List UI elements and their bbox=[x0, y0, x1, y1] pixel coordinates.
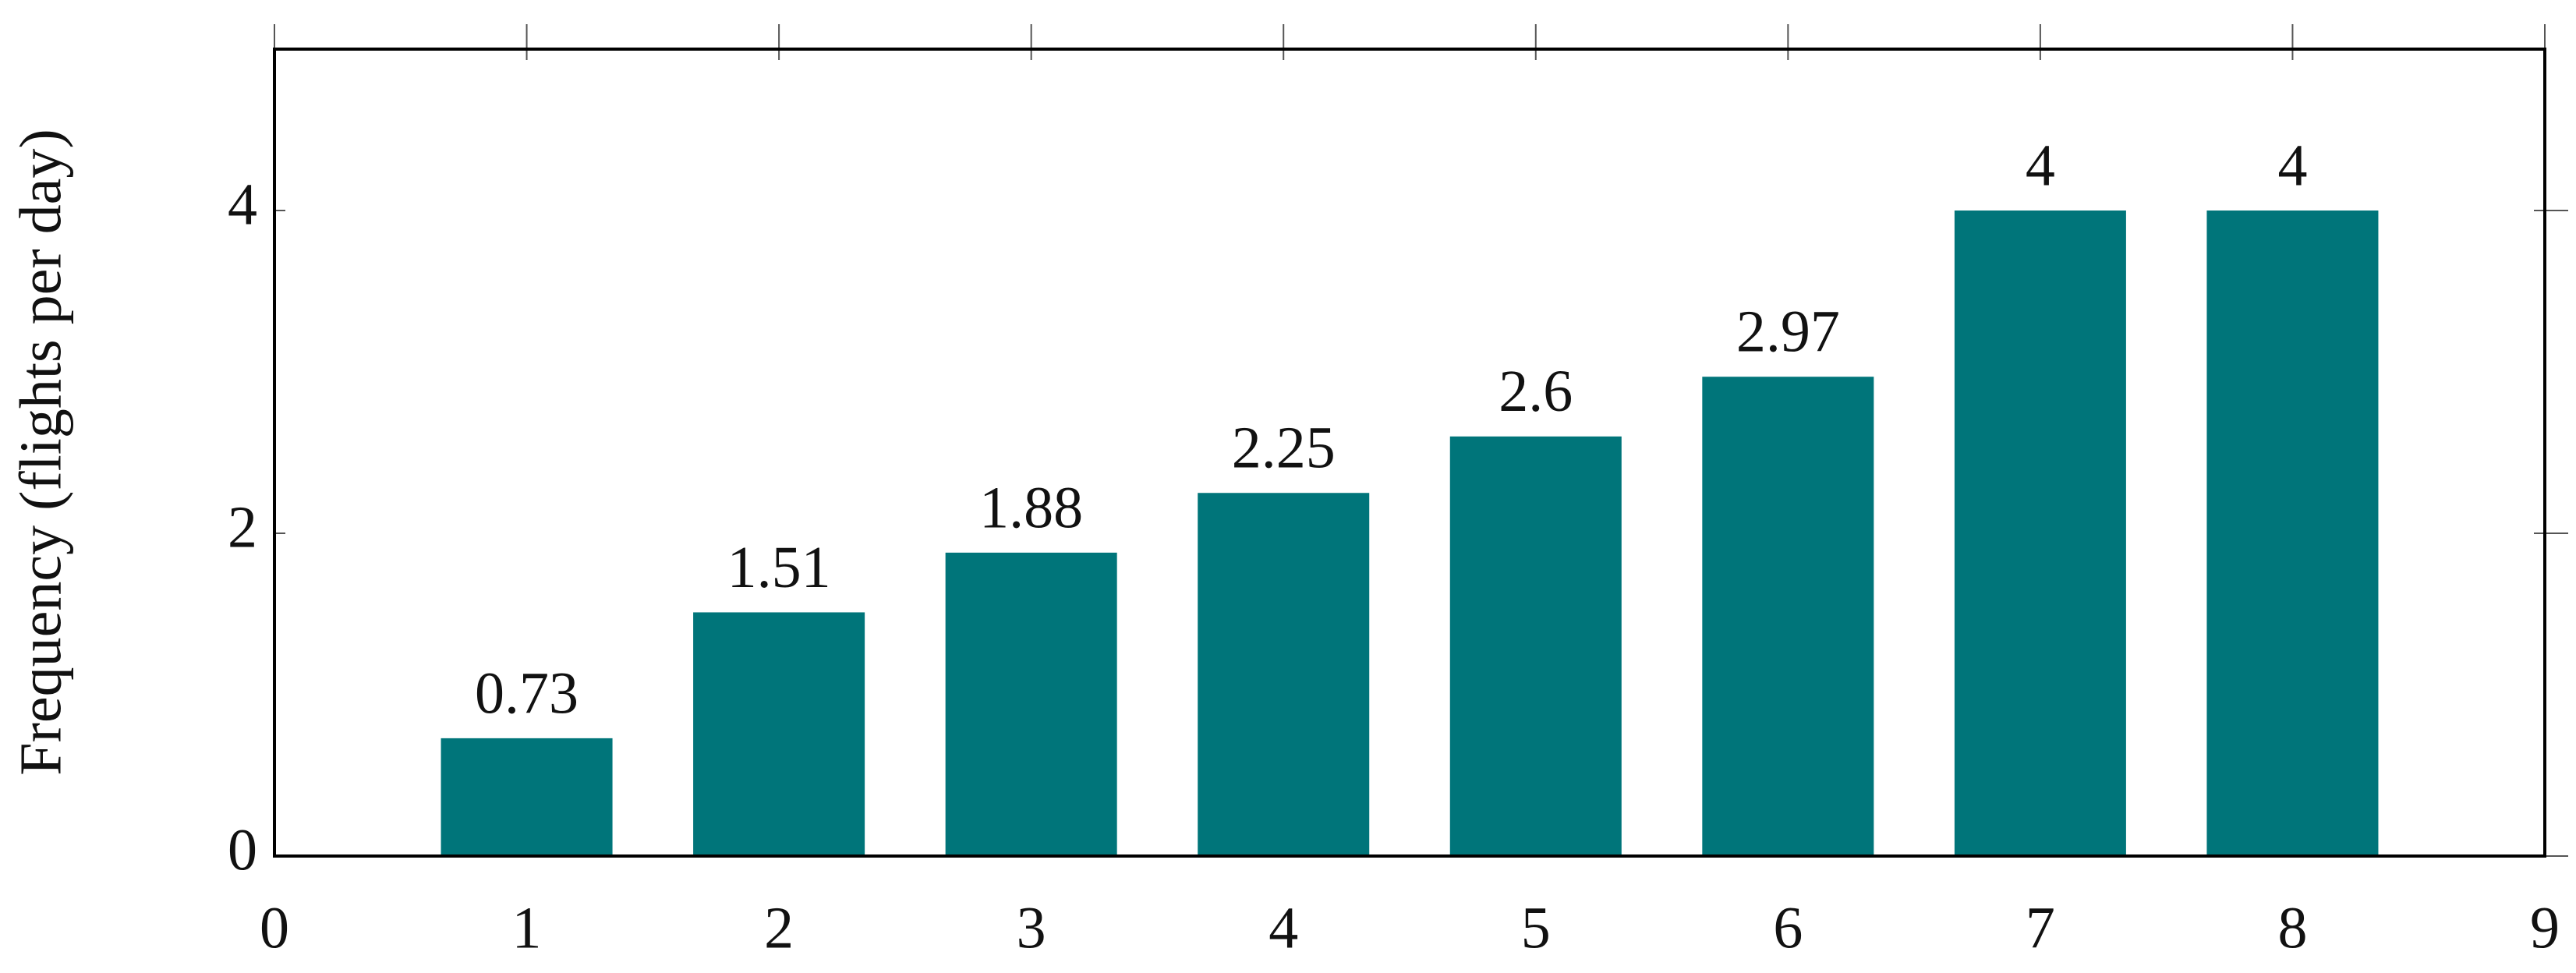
value-label: 2.97 bbox=[1736, 299, 1840, 365]
x-tick-label: 0 bbox=[260, 895, 289, 961]
y-tick-label: 0 bbox=[228, 817, 257, 883]
x-tick-label: 8 bbox=[2277, 895, 2307, 961]
x-tick-label: 5 bbox=[1521, 895, 1551, 961]
value-label: 1.51 bbox=[727, 535, 831, 600]
bar bbox=[1954, 211, 2126, 856]
bar bbox=[441, 738, 613, 856]
bar bbox=[1702, 377, 1874, 857]
value-label: 1.88 bbox=[979, 475, 1083, 540]
y-tick-label: 2 bbox=[228, 494, 257, 560]
x-tick-label: 9 bbox=[2530, 895, 2560, 961]
x-tick-label: 2 bbox=[764, 895, 794, 961]
x-tick-label: 1 bbox=[512, 895, 542, 961]
bar bbox=[945, 552, 1117, 856]
value-label: 2.6 bbox=[1499, 359, 1573, 424]
value-label: 4 bbox=[2277, 133, 2307, 198]
value-label: 2.25 bbox=[1232, 416, 1336, 481]
x-tick-label: 3 bbox=[1017, 895, 1046, 961]
value-label: 4 bbox=[2026, 133, 2055, 198]
x-tick-label: 6 bbox=[1773, 895, 1803, 961]
x-tick-label: 7 bbox=[2026, 895, 2055, 961]
bar bbox=[693, 612, 865, 856]
y-tick-label: 4 bbox=[228, 172, 257, 237]
x-tick-label: 4 bbox=[1269, 895, 1298, 961]
y-axis-label: Frequency (flights per day) bbox=[8, 129, 73, 775]
value-label: 0.73 bbox=[475, 660, 579, 726]
bar bbox=[1449, 436, 1622, 856]
plot-frame bbox=[273, 48, 2546, 858]
bar bbox=[2206, 211, 2379, 856]
bar bbox=[1198, 493, 1370, 856]
